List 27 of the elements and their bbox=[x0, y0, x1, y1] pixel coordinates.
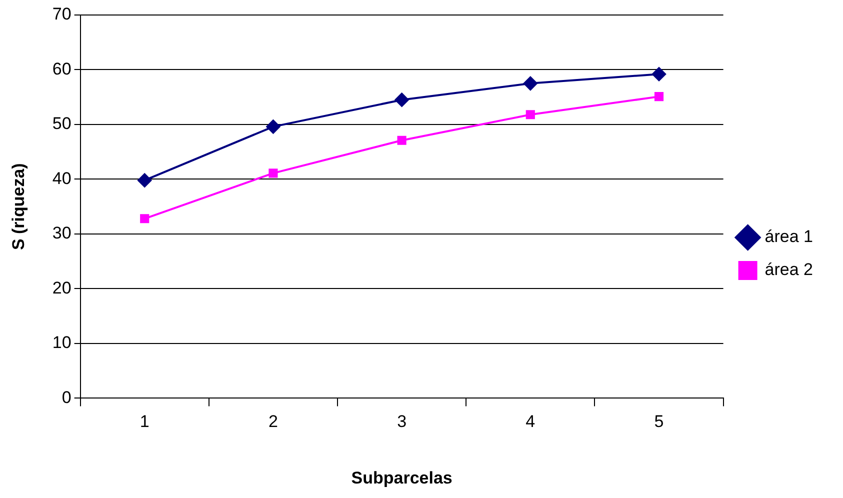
x-tick-label: 5 bbox=[654, 412, 664, 432]
legend-label: área 1 bbox=[764, 227, 813, 246]
point bbox=[140, 214, 150, 224]
point bbox=[397, 136, 406, 145]
point bbox=[526, 110, 535, 120]
x-tick-label: 3 bbox=[397, 412, 407, 432]
x-tick-label: 4 bbox=[526, 412, 536, 432]
y-tick-label: 50 bbox=[52, 114, 72, 134]
point bbox=[394, 92, 409, 107]
point bbox=[523, 76, 538, 90]
y-tick-label: 30 bbox=[52, 224, 72, 243]
y-tick-label: 70 bbox=[52, 4, 72, 24]
point bbox=[654, 92, 664, 102]
x-tick-label: 1 bbox=[140, 412, 150, 432]
point bbox=[652, 67, 666, 82]
x-tick-label: 2 bbox=[268, 412, 278, 432]
point bbox=[268, 168, 278, 178]
y-tick-label: 20 bbox=[52, 278, 72, 298]
x-axis-title: Subparcelas bbox=[351, 468, 452, 488]
y-tick-label: 40 bbox=[52, 168, 72, 188]
y-axis-title: S (riqueza) bbox=[8, 163, 28, 250]
y-tick-label: 0 bbox=[62, 388, 72, 407]
point bbox=[138, 173, 152, 188]
y-tick-label: 10 bbox=[52, 333, 72, 352]
point bbox=[266, 120, 280, 134]
y-tick-label: 60 bbox=[52, 59, 72, 78]
legend-label: área 2 bbox=[764, 260, 813, 280]
